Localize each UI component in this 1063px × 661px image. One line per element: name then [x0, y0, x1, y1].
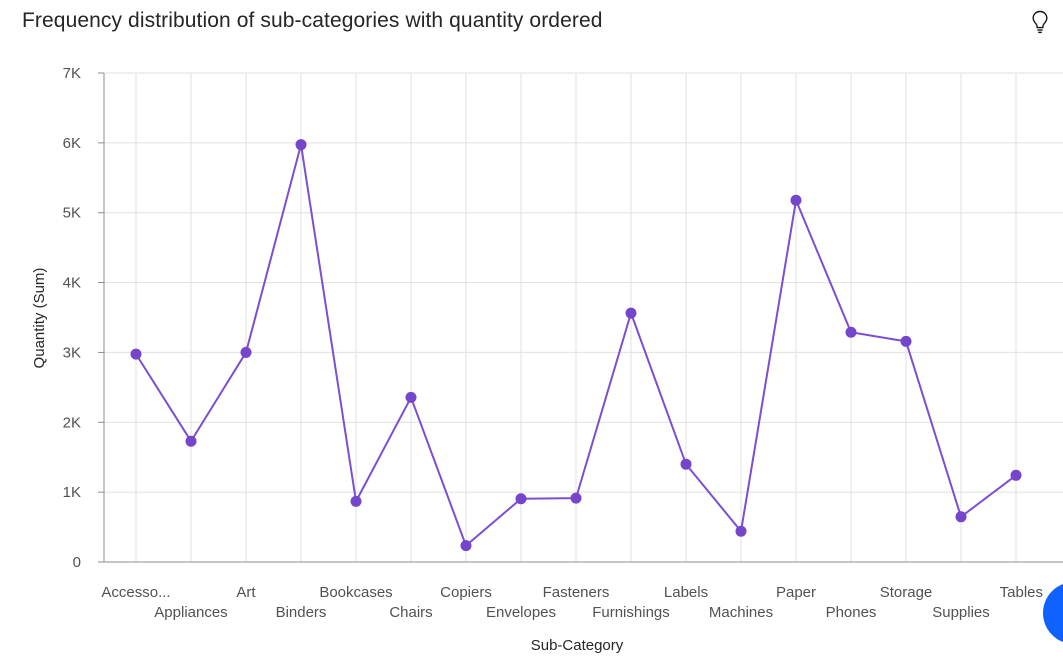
data-point[interactable] — [515, 493, 527, 505]
x-tick-label: Bookcases — [319, 584, 392, 601]
y-tick-label: 0 — [73, 554, 81, 571]
x-tick-label: Accesso... — [101, 584, 170, 601]
grid-lines — [104, 72, 1063, 562]
y-tick-label: 2K — [63, 414, 81, 431]
y-tick-label: 6K — [63, 135, 81, 152]
y-tick-label: 1K — [63, 484, 81, 501]
data-point[interactable] — [735, 525, 747, 537]
x-tick-label: Storage — [880, 584, 933, 601]
data-point[interactable] — [240, 346, 252, 358]
data-point[interactable] — [955, 511, 967, 523]
data-point[interactable] — [295, 139, 307, 151]
y-tick-label: 5K — [63, 205, 81, 222]
x-tick-label: Envelopes — [486, 604, 556, 621]
data-point[interactable] — [185, 435, 197, 447]
x-tick-label: Paper — [776, 584, 816, 601]
chat-launcher-button[interactable] — [1043, 582, 1063, 644]
data-point[interactable] — [680, 458, 692, 470]
y-axis-ticks: 0 1K 2K 3K 4K 5K 6K 7K — [63, 65, 81, 571]
data-point[interactable] — [625, 307, 637, 319]
data-point[interactable] — [900, 335, 912, 347]
data-point[interactable] — [570, 492, 582, 504]
x-tick-label: Machines — [709, 604, 773, 621]
data-points — [130, 139, 1022, 552]
x-tick-label: Chairs — [389, 604, 432, 621]
x-axis-title: Sub-Category — [531, 637, 624, 654]
data-point[interactable] — [790, 194, 802, 206]
y-tick-label: 4K — [63, 275, 81, 292]
axes — [98, 72, 1063, 563]
chart-title: Frequency distribution of sub-categories… — [22, 9, 603, 32]
data-point[interactable] — [405, 391, 417, 403]
x-tick-label: Appliances — [154, 604, 227, 621]
y-tick-label: 3K — [63, 344, 81, 361]
data-point[interactable] — [460, 540, 472, 552]
lightbulb-icon[interactable] — [1028, 8, 1052, 36]
x-tick-label: Fasteners — [543, 584, 610, 601]
data-point[interactable] — [350, 495, 362, 507]
x-tick-label: Supplies — [932, 604, 990, 621]
x-tick-label: Art — [236, 584, 256, 601]
x-tick-label: Binders — [276, 604, 327, 621]
data-point[interactable] — [130, 348, 142, 360]
x-tick-label: Labels — [664, 584, 708, 601]
data-point[interactable] — [845, 326, 857, 338]
y-tick-label: 7K — [63, 65, 81, 82]
x-tick-label: Tables — [1000, 584, 1043, 601]
x-tick-label: Phones — [826, 604, 877, 621]
x-tick-label: Copiers — [440, 584, 492, 601]
y-axis-title: Quantity (Sum) — [31, 268, 48, 369]
x-tick-label: Furnishings — [592, 604, 670, 621]
x-axis-ticks: Accesso... Appliances Art Binders Bookcases C… — [101, 584, 1043, 621]
data-point[interactable] — [1010, 469, 1022, 481]
